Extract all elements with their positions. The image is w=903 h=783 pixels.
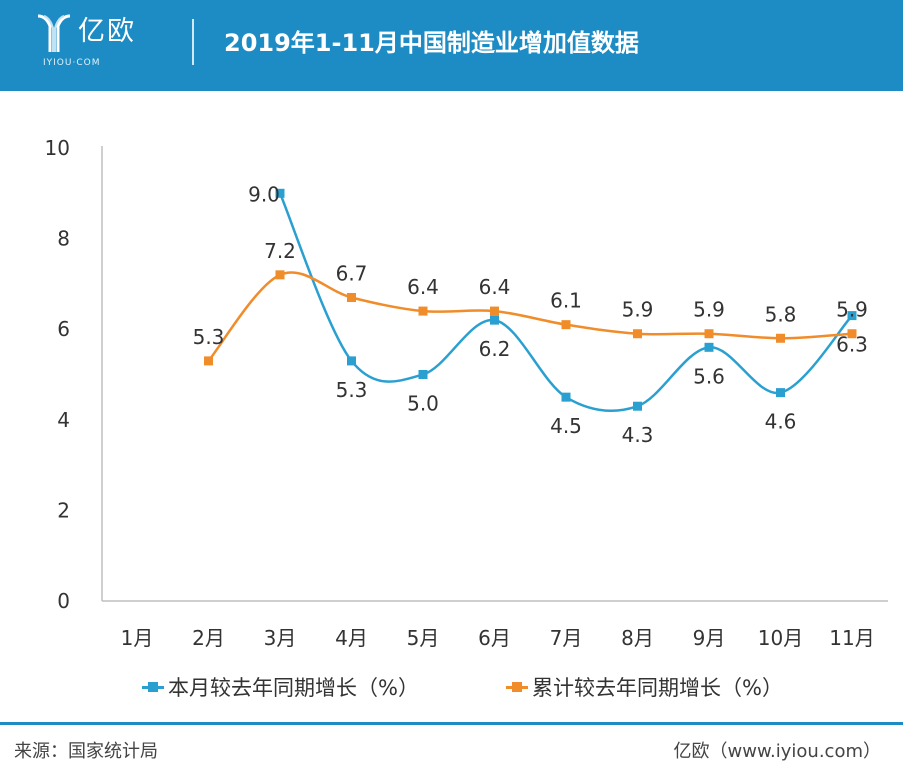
footer-divider: [0, 722, 903, 725]
x-tick-label: 2月: [192, 626, 225, 650]
data-label: 5.9: [836, 298, 868, 322]
logo-text: 亿欧: [78, 16, 136, 47]
y-tick-label: 6: [57, 317, 70, 341]
data-label: 9.0: [248, 182, 280, 206]
data-point: [561, 320, 571, 330]
data-label: 5.0: [407, 392, 439, 416]
header-divider: [192, 19, 194, 65]
legend-swatch-monthly: [142, 681, 164, 693]
series-labels: 9.0 5.3 5.0 6.2 4.5 4.3 5.6 4.6 6.3 5.3 7.2 6.7 6.4 6…: [193, 182, 868, 447]
line-chart: 0 2 4 6 8 10 1月 2月 3月 4月 5月 6月 7月 8月 9月 10月 11月 9.0 5.3 5.…: [45, 136, 888, 650]
data-point: [776, 388, 785, 398]
data-point: [633, 401, 642, 411]
data-point: [704, 329, 714, 339]
data-point: [347, 292, 356, 302]
page-title: 2019年1-11月中国制造业增加值数据: [224, 29, 639, 57]
data-label: 4.5: [550, 414, 582, 438]
x-tick-label: 6月: [478, 626, 511, 650]
x-tick-label: 5月: [407, 626, 440, 650]
y-tick-label: 10: [45, 136, 70, 160]
data-label: 5.9: [622, 298, 654, 322]
data-point: [776, 333, 785, 343]
data-label: 6.7: [336, 261, 368, 285]
x-tick-label: 1月: [121, 626, 154, 650]
legend-label-cumulative: 累计较去年同期增长（%）: [532, 676, 783, 700]
data-label: 7.2: [264, 239, 296, 263]
legend-item-cumulative: 累计较去年同期增长（%）: [506, 671, 783, 703]
y-tick-label: 8: [57, 227, 70, 251]
legend-swatch-cumulative: [506, 681, 528, 693]
data-label: 6.4: [479, 275, 511, 299]
x-tick-label: 4月: [335, 626, 368, 650]
x-tick-label: 11月: [829, 626, 874, 650]
data-label: 6.3: [836, 333, 868, 357]
data-point: [490, 315, 499, 325]
data-label: 5.6: [693, 364, 725, 388]
data-point: [847, 329, 857, 339]
x-tick-label: 3月: [264, 626, 297, 650]
series-points: [204, 188, 857, 411]
data-point: [633, 329, 642, 339]
data-label: 4.6: [765, 410, 797, 434]
data-label: 5.3: [336, 378, 368, 402]
y-tick-label: 0: [57, 589, 70, 613]
data-label: 4.3: [622, 423, 654, 447]
data-point: [275, 188, 285, 198]
data-point: [704, 342, 714, 352]
data-point: [418, 306, 428, 316]
x-tick-label: 10月: [758, 626, 803, 650]
data-label: 5.8: [765, 302, 797, 326]
data-point: [275, 270, 285, 280]
data-point: [490, 306, 499, 316]
chart-axes: 0 2 4 6 8 10 1月 2月 3月 4月 5月 6月 7月 8月 9月 10月 11月: [45, 136, 888, 650]
data-label: 6.2: [479, 337, 511, 361]
data-point: [561, 392, 571, 402]
data-label: 6.1: [550, 289, 582, 313]
legend-label-monthly: 本月较去年同期增长（%）: [168, 676, 419, 700]
x-tick-label: 8月: [621, 626, 654, 650]
data-point: [847, 311, 857, 321]
data-point: [418, 370, 428, 379]
legend-item-monthly: 本月较去年同期增长（%）: [142, 671, 419, 703]
site-credit: 亿欧（www.iyiou.com）: [673, 741, 881, 762]
logo-subtext: IYIOU·COM: [43, 58, 101, 68]
data-label: 5.3: [193, 325, 225, 349]
x-tick-label: 7月: [550, 626, 583, 650]
x-tick-label: 9月: [693, 626, 726, 650]
y-tick-label: 4: [57, 408, 70, 432]
y-tick-label: 2: [57, 498, 70, 522]
header-banner: 亿欧 IYIOU·COM 2019年1-11月中国制造业增加值数据: [0, 0, 903, 91]
data-label: 6.4: [407, 275, 439, 299]
source-note: 来源：国家统计局: [14, 741, 158, 762]
iyiou-logo-icon: [37, 14, 71, 52]
series-lines: [207, 192, 853, 412]
data-point: [204, 356, 213, 366]
series-line-1: [207, 271, 853, 362]
data-label: 5.9: [693, 298, 725, 322]
data-point: [347, 356, 356, 366]
